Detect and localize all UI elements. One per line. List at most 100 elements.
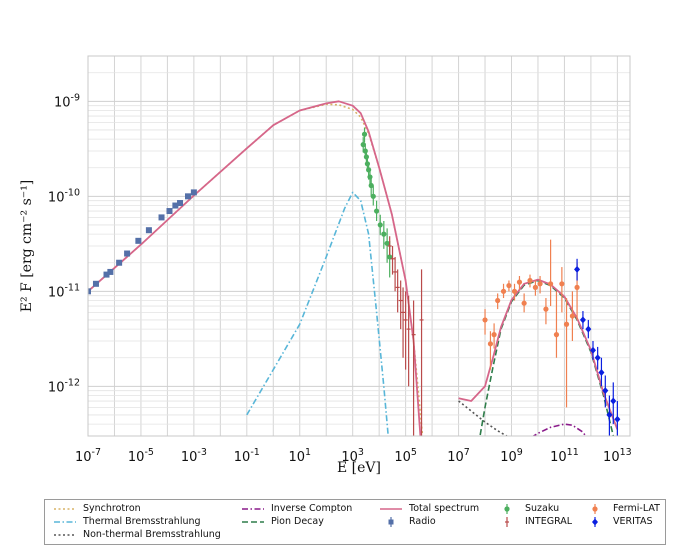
integral-point	[395, 269, 400, 313]
legend-label: Synchrotron	[83, 503, 141, 514]
fermi-lat-point	[500, 283, 507, 299]
radio-point	[185, 193, 192, 200]
veritas-point	[574, 258, 581, 281]
y-tick-label: 10-11	[48, 282, 80, 300]
legend-label: Total spectrum	[409, 503, 480, 514]
integral-point	[406, 295, 411, 387]
radio-point	[135, 237, 142, 244]
legend-label: Non-thermal Bremsstrahlung	[83, 529, 221, 540]
legend-item-fermi-lat: Fermi-LAT	[583, 503, 660, 514]
sed-chart: 10-7 10-5 10-3 10-1 101 103 105 107 109 1011 1013 …	[19, 55, 632, 476]
fermi-lat-point	[569, 291, 576, 341]
x-tick-labels: 10-7 10-5 10-3 10-1 101 103 105 107 109 1011 1013	[75, 447, 632, 465]
fermi-lat-point	[559, 267, 565, 313]
fermi-lat-point	[553, 291, 560, 358]
legend-swatch	[54, 533, 76, 536]
legend-swatch	[54, 507, 76, 510]
radio-point	[190, 189, 197, 196]
integral-point	[419, 269, 424, 436]
radio-point	[103, 271, 110, 278]
x-tick-label: 10-5	[128, 447, 154, 465]
radio-point	[92, 280, 99, 287]
radio-point	[177, 200, 184, 207]
y-tick-labels: 10-12 10-11 10-10 10-9	[48, 92, 80, 395]
veritas-point	[598, 357, 605, 387]
veritas-point	[594, 346, 601, 370]
y-tick-label: 10-12	[48, 377, 80, 395]
legend-label: INTEGRAL	[525, 516, 573, 527]
fermi-lat-point	[516, 275, 523, 290]
legend-swatch	[54, 520, 76, 523]
radio-point	[88, 288, 91, 295]
thermal-bremsstrahlung-curve	[246, 191, 390, 436]
legend-item-inverse-compton: Inverse Compton	[241, 503, 352, 514]
fermi-lat-point	[482, 309, 488, 335]
x-axis-label: E [eV]	[337, 460, 381, 476]
legend-item-pion-decay: Pion Decay	[241, 516, 324, 527]
veritas-point	[589, 341, 596, 360]
suzaku-point	[370, 185, 376, 206]
integral-point	[401, 287, 406, 358]
legend-item-veritas: VERITAS	[583, 516, 653, 527]
fermi-lat-point	[487, 331, 494, 370]
integral-point	[411, 300, 416, 436]
legend-swatch	[505, 516, 509, 527]
total-spectrum-curve	[88, 100, 422, 436]
radio-point	[107, 268, 114, 275]
y-tick-label: 10-9	[54, 92, 80, 110]
x-tick-label: 10-3	[181, 447, 207, 465]
suzaku-point	[368, 176, 374, 197]
inverse-compton-curve	[532, 423, 587, 436]
suzaku-point	[361, 127, 368, 143]
x-tick-label: 107	[447, 447, 470, 465]
legend-label: Thermal Bremsstrahlung	[83, 516, 201, 527]
x-tick-label: 101	[288, 447, 311, 465]
veritas-point	[610, 382, 617, 425]
legend-label: Inverse Compton	[271, 503, 353, 514]
legend-label: VERITAS	[613, 516, 653, 527]
fermi-lat-point	[495, 293, 501, 310]
integral-point	[403, 291, 408, 370]
legend-item-thermal-bremsstrahlung: Thermal Bremsstrahlung	[53, 516, 201, 527]
fermi-lat-point	[511, 283, 518, 301]
legend-swatch	[242, 507, 264, 510]
y-axis-label: E² F [erg cm⁻² s⁻¹]	[19, 180, 35, 313]
legend-item-suzaku: Suzaku	[495, 503, 559, 514]
radio-point	[145, 227, 152, 234]
legend-swatch	[592, 503, 598, 514]
radio-point	[172, 202, 179, 209]
fermi-lat-point	[506, 280, 512, 292]
x-tick-label: 10-1	[234, 447, 260, 465]
x-tick-label: 10-7	[75, 447, 101, 465]
legend-swatch	[504, 503, 510, 514]
y-tick-label: 10-10	[48, 187, 80, 205]
fermi-lat-point	[532, 280, 539, 296]
legend-item-radio: Radio	[379, 516, 436, 527]
fermi-lat-point	[491, 323, 497, 349]
legend-swatch	[388, 516, 394, 527]
legend-label: Pion Decay	[271, 516, 324, 527]
x-tick-label: 105	[394, 447, 417, 465]
integral-point	[393, 256, 398, 292]
legend-swatch	[380, 507, 402, 510]
legend-item-non-thermal-bremsstrahlung: Non-thermal Bremsstrahlung	[53, 529, 221, 540]
integral-point	[390, 246, 395, 275]
integral-point	[398, 280, 403, 330]
veritas-point	[614, 401, 621, 436]
suzaku-point	[373, 200, 380, 221]
veritas-point	[602, 375, 609, 408]
suzaku-point	[377, 214, 383, 236]
suzaku-point	[381, 220, 387, 249]
x-tick-label: 103	[341, 447, 364, 465]
radio-point	[158, 214, 165, 221]
veritas-point	[606, 395, 613, 436]
legend: Synchrotron Thermal Bremsstrahlung Non-the…	[44, 499, 666, 545]
veritas-point	[579, 311, 586, 330]
radio-point	[124, 250, 131, 257]
fermi-lat-point	[527, 274, 533, 288]
legend-label: Radio	[409, 516, 436, 527]
legend-label: Suzaku	[525, 503, 560, 514]
veritas-point	[585, 319, 592, 339]
legend-item-integral: INTEGRAL	[495, 516, 572, 527]
integral-point	[387, 236, 392, 256]
